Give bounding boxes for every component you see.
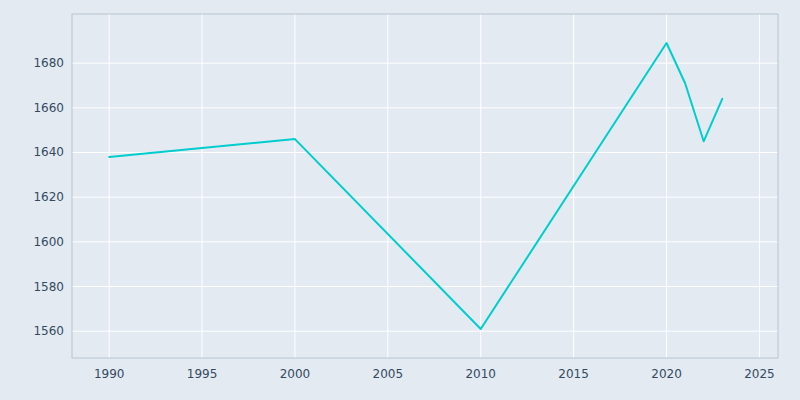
grid <box>72 14 778 358</box>
y-grid-line <box>72 197 778 198</box>
y-grid-line <box>72 331 778 332</box>
x-tick-label: 2000 <box>280 367 311 381</box>
x-grid-line <box>759 14 760 358</box>
background <box>0 0 800 400</box>
y-tick-label: 1600 <box>33 235 64 249</box>
y-tick-label: 1580 <box>33 280 64 294</box>
data-layer <box>109 43 722 329</box>
x-tick-label: 2015 <box>558 367 589 381</box>
line <box>109 43 722 329</box>
y-tick-label: 1640 <box>33 145 64 159</box>
x-tick-label: 1995 <box>187 367 218 381</box>
y-grid-line <box>72 241 778 242</box>
x-grid-line <box>480 14 481 358</box>
y-tick-label: 1560 <box>33 324 64 338</box>
y-grid-line <box>72 107 778 108</box>
y-tick-label: 1620 <box>33 190 64 204</box>
tick-labels: 1990 1995 2000 2005 2010 2015 2020 2025 1560 1580… <box>33 56 774 381</box>
x-grid-line <box>387 14 388 358</box>
x-tick-label: 2025 <box>744 367 775 381</box>
plot-frame <box>72 14 778 358</box>
page: {"chart_data": {"type": "line", "x": [19… <box>0 0 800 400</box>
x-grid-line <box>294 14 295 358</box>
chart: 1990 1995 2000 2005 2010 2015 2020 2025 1560 1580… <box>0 0 800 400</box>
y-grid-line <box>72 63 778 64</box>
x-tick-label: 2010 <box>465 367 496 381</box>
y-tick-label: 1660 <box>33 101 64 115</box>
chart-container: 1990 1995 2000 2005 2010 2015 2020 2025 1560 1580… <box>0 0 800 400</box>
x-tick-label: 2020 <box>651 367 682 381</box>
y-grid-line <box>72 286 778 287</box>
x-grid-line <box>202 14 203 358</box>
x-tick-label: 1990 <box>94 367 125 381</box>
x-grid-line <box>109 14 110 358</box>
y-grid-line <box>72 152 778 153</box>
x-grid-line <box>666 14 667 358</box>
y-tick-label: 1680 <box>33 56 64 70</box>
x-tick-label: 2005 <box>373 367 404 381</box>
